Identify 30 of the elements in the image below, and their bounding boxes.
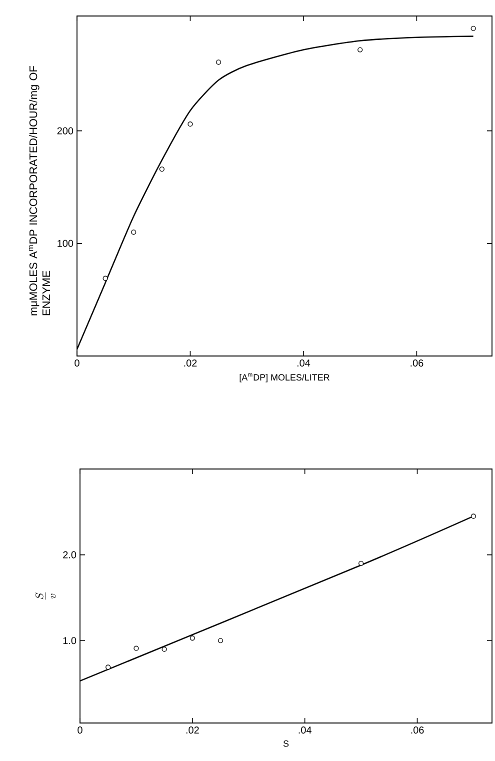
point bbox=[190, 636, 195, 641]
point bbox=[216, 60, 222, 65]
y-tick-label: 100 bbox=[58, 240, 74, 247]
x-tick-label: .02 bbox=[186, 726, 199, 734]
point bbox=[134, 646, 139, 651]
x-tick-label: .02 bbox=[184, 360, 197, 367]
x-tick-label: .06 bbox=[411, 726, 424, 734]
x-tick-label: .04 bbox=[297, 360, 310, 367]
point bbox=[102, 276, 108, 281]
text: mμMOLES A$^{m}$DP INCORPORATED/HOUR/mg OF ENZYME bbox=[28, 66, 50, 316]
point bbox=[470, 514, 476, 519]
x-axis-title: S bbox=[283, 740, 289, 747]
point bbox=[470, 26, 476, 31]
point bbox=[131, 230, 136, 235]
point bbox=[162, 646, 167, 652]
y-tick-label: 200 bbox=[57, 127, 74, 134]
y-tick-label: 2.0 bbox=[63, 551, 76, 558]
point bbox=[188, 122, 193, 127]
x-tick-label: .06 bbox=[410, 360, 424, 367]
x-tick-label: 0 bbox=[78, 726, 82, 734]
point bbox=[106, 664, 111, 670]
point bbox=[159, 166, 164, 172]
x-axis-title: [A$^{m}$DP] MOLES/LITER bbox=[240, 373, 330, 382]
point bbox=[358, 560, 364, 566]
x-tick-label: 0 bbox=[74, 360, 80, 367]
x-tick-label: .04 bbox=[298, 726, 312, 734]
y-axis-title: $\frac{S}{v}$ bbox=[35, 592, 56, 600]
point bbox=[358, 47, 363, 52]
point bbox=[218, 638, 224, 644]
y-tick-label: 1.0 bbox=[63, 637, 76, 644]
